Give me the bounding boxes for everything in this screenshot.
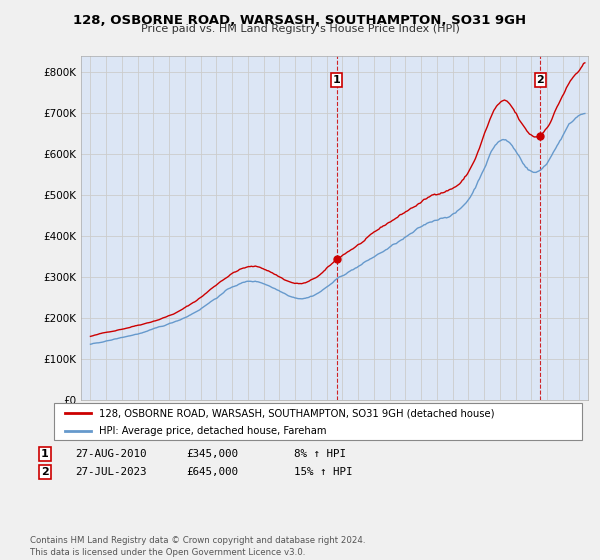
- Text: £345,000: £345,000: [186, 449, 238, 459]
- Text: HPI: Average price, detached house, Fareham: HPI: Average price, detached house, Fare…: [99, 426, 326, 436]
- Text: Price paid vs. HM Land Registry's House Price Index (HPI): Price paid vs. HM Land Registry's House …: [140, 24, 460, 34]
- Text: 27-JUL-2023: 27-JUL-2023: [75, 466, 146, 477]
- Text: 2: 2: [536, 75, 544, 85]
- Text: 1: 1: [333, 75, 341, 85]
- Text: Contains HM Land Registry data © Crown copyright and database right 2024.
This d: Contains HM Land Registry data © Crown c…: [30, 536, 365, 557]
- Text: £645,000: £645,000: [186, 466, 238, 477]
- Text: 8% ↑ HPI: 8% ↑ HPI: [294, 449, 346, 459]
- Text: 128, OSBORNE ROAD, WARSASH, SOUTHAMPTON, SO31 9GH (detached house): 128, OSBORNE ROAD, WARSASH, SOUTHAMPTON,…: [99, 408, 494, 418]
- Text: 15% ↑ HPI: 15% ↑ HPI: [294, 466, 353, 477]
- FancyBboxPatch shape: [54, 403, 582, 440]
- Text: 27-AUG-2010: 27-AUG-2010: [75, 449, 146, 459]
- Text: 2: 2: [41, 466, 49, 477]
- Text: 1: 1: [41, 449, 49, 459]
- Text: 128, OSBORNE ROAD, WARSASH, SOUTHAMPTON, SO31 9GH: 128, OSBORNE ROAD, WARSASH, SOUTHAMPTON,…: [73, 14, 527, 27]
